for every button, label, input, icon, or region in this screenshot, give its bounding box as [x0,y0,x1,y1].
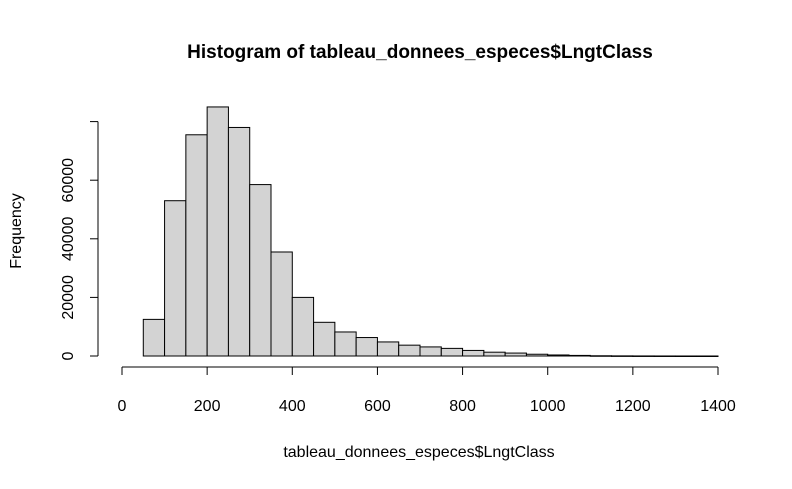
histogram-bar [440,347,464,357]
chart-title: Histogram of tableau_donnees_especes$Lng… [187,42,653,63]
histogram-bar [164,200,187,357]
histogram-bar [568,354,591,357]
histogram-bar [611,355,634,357]
histogram-bar [589,355,613,357]
y-tick-label: 60000 [60,158,77,203]
histogram-bar [291,296,315,357]
x-tick-label: 1000 [530,398,566,415]
histogram-bar [504,352,527,357]
histogram-bar [696,355,719,357]
histogram-bar [419,346,442,357]
histogram-bar [376,341,400,357]
histogram-bar [355,337,378,357]
bars-group [142,106,719,357]
x-tick-label: 1200 [615,398,651,415]
x-axis-label: tableau_donnees_especes$LngtClass [283,444,554,461]
y-tick-label: 0 [60,351,77,360]
x-tick-label: 400 [279,398,306,415]
histogram-bar [313,321,336,357]
histogram-bar [462,349,485,357]
x-tick-label: 1400 [700,398,736,415]
histogram-bar [547,354,570,357]
histogram-bar [270,251,293,357]
histogram-bar [334,331,357,357]
y-axis-label: Frequency [8,193,25,269]
y-tick-label: 40000 [60,216,77,261]
x-tick-label: 0 [118,398,127,415]
histogram-bar [398,344,421,357]
histogram-bar [653,355,676,357]
histogram-bar [227,126,251,357]
histogram-bar [142,318,166,357]
histogram-bar [525,353,549,357]
x-tick-label: 600 [364,398,391,415]
x-tick-label: 200 [194,398,221,415]
y-tick-label: 20000 [60,275,77,320]
histogram-bar [674,355,698,357]
histogram-bar [483,351,506,357]
x-axis: 0 200 400 600 800 1000 1200 1400 [118,366,736,415]
histogram-bar [206,106,229,357]
histogram-bar [632,355,655,357]
x-tick-label: 800 [449,398,476,415]
histogram-bar [185,134,208,357]
histogram-bar [249,184,272,357]
y-axis: 0 20000 40000 60000 [60,121,99,360]
